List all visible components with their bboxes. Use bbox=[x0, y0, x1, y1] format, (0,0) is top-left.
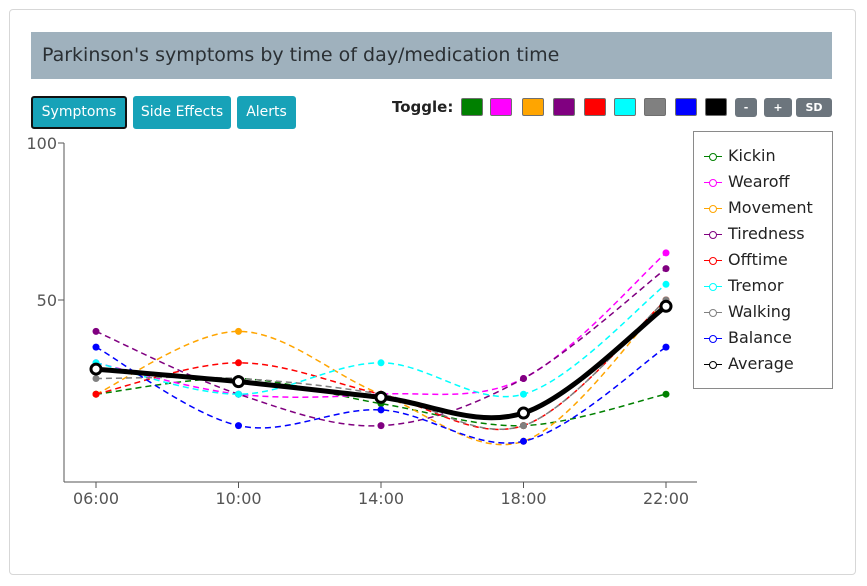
point-average bbox=[517, 406, 530, 420]
point-average bbox=[374, 390, 388, 404]
point-tiredness bbox=[92, 327, 100, 335]
point-offtime bbox=[92, 390, 100, 398]
point-walking bbox=[92, 375, 100, 382]
point-offtime bbox=[235, 359, 242, 367]
point-tiredness bbox=[520, 375, 527, 382]
chart-legend: Kickin Wearoff Movement Tiredness Offtime Tre… bbox=[693, 131, 833, 389]
point-balance bbox=[662, 343, 670, 351]
legend-label: Movement bbox=[728, 198, 813, 217]
tab-side-effects[interactable]: Side Effects bbox=[133, 96, 231, 129]
legend-label: Balance bbox=[728, 328, 792, 347]
point-balance bbox=[235, 422, 242, 430]
legend-label: Offtime bbox=[728, 250, 788, 269]
legend-marker-icon bbox=[704, 204, 722, 214]
series-line-balance bbox=[95, 346, 667, 444]
point-balance bbox=[92, 343, 100, 351]
point-average bbox=[659, 299, 673, 313]
legend-label: Kickin bbox=[728, 146, 776, 165]
legend-label: Average bbox=[728, 354, 794, 373]
point-tremor bbox=[662, 280, 670, 288]
x-tick-label: 06:00 bbox=[73, 489, 119, 508]
legend-marker-icon bbox=[704, 334, 722, 344]
tab-symptoms[interactable]: Symptoms bbox=[31, 96, 127, 129]
legend-label: Tiredness bbox=[728, 224, 805, 243]
toggle-swatch-average[interactable] bbox=[705, 98, 727, 116]
legend-label: Wearoff bbox=[728, 172, 790, 191]
legend-item-tiredness[interactable]: Tiredness bbox=[704, 224, 805, 246]
title-bar: Parkinson's symptoms by time of day/medi… bbox=[31, 32, 832, 79]
legend-item-tremor[interactable]: Tremor bbox=[704, 276, 783, 298]
point-tremor bbox=[235, 390, 242, 398]
toggle-swatch-offtime[interactable] bbox=[584, 98, 606, 116]
toggle-swatch-wearoff[interactable] bbox=[490, 98, 512, 116]
legend-item-walking[interactable]: Walking bbox=[704, 302, 791, 324]
point-movement bbox=[235, 327, 242, 335]
toggle-swatch-balance[interactable] bbox=[675, 98, 697, 116]
point-average bbox=[232, 375, 245, 389]
legend-item-offtime[interactable]: Offtime bbox=[704, 250, 788, 272]
plus-button[interactable]: + bbox=[764, 98, 792, 117]
y-tick-label: 50 bbox=[37, 291, 57, 310]
toggle-swatch-walking[interactable] bbox=[644, 98, 666, 116]
legend-marker-icon bbox=[704, 256, 722, 266]
legend-marker-icon bbox=[704, 230, 722, 240]
page-title: Parkinson's symptoms by time of day/medi… bbox=[42, 44, 560, 66]
legend-label: Tremor bbox=[728, 276, 784, 295]
legend-item-kickin[interactable]: Kickin bbox=[704, 146, 776, 168]
legend-marker-icon bbox=[704, 308, 722, 318]
toggle-label: Toggle: bbox=[392, 98, 454, 116]
point-tiredness bbox=[662, 265, 670, 273]
point-tiredness bbox=[377, 422, 385, 430]
legend-item-average[interactable]: Average bbox=[704, 354, 794, 376]
point-wearoff bbox=[662, 249, 670, 257]
legend-item-balance[interactable]: Balance bbox=[704, 328, 792, 350]
point-walking bbox=[520, 422, 527, 430]
legend-marker-icon bbox=[704, 152, 722, 162]
y-tick-label: 100 bbox=[26, 134, 57, 153]
tab-alerts[interactable]: Alerts bbox=[237, 96, 296, 129]
legend-marker-icon bbox=[704, 282, 722, 292]
toggle-swatch-movement[interactable] bbox=[522, 98, 544, 116]
point-balance bbox=[520, 437, 527, 445]
toggle-swatch-tiredness[interactable] bbox=[553, 98, 575, 116]
legend-item-wearoff[interactable]: Wearoff bbox=[704, 172, 790, 194]
point-tremor bbox=[520, 390, 527, 398]
sd-button[interactable]: SD bbox=[796, 98, 832, 117]
point-tremor bbox=[377, 359, 385, 367]
series-line-wearoff bbox=[95, 252, 667, 398]
legend-marker-icon bbox=[704, 178, 722, 188]
x-tick-label: 14:00 bbox=[358, 489, 404, 508]
minus-button[interactable]: - bbox=[735, 98, 757, 117]
toggle-swatch-kickin[interactable] bbox=[461, 98, 483, 116]
point-kickin bbox=[662, 390, 670, 398]
x-tick-label: 22:00 bbox=[643, 489, 689, 508]
series-line-kickin bbox=[95, 377, 667, 427]
x-tick-label: 10:00 bbox=[215, 489, 261, 508]
toggle-swatch-tremor[interactable] bbox=[614, 98, 636, 116]
point-average bbox=[89, 362, 103, 376]
legend-label: Walking bbox=[728, 302, 792, 321]
legend-marker-icon bbox=[704, 360, 722, 370]
x-tick-label: 18:00 bbox=[500, 489, 546, 508]
legend-item-movement[interactable]: Movement bbox=[704, 198, 813, 220]
point-balance bbox=[377, 406, 385, 414]
